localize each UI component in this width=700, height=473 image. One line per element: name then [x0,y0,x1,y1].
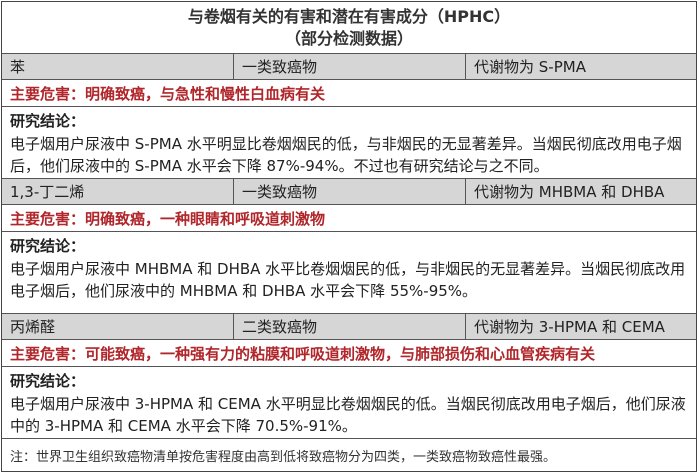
section-header: 1,3-丁二烯 一类致癌物 代谢物为 MHBMA 和 DHBA [2,179,696,205]
footnote: 注：世界卫生组织致癌物清单按危害程度由高到低将致癌物分为四类，一类致癌物致癌性最… [10,449,557,465]
section-header: 苯 一类致癌物 代谢物为 S-PMA [2,54,696,80]
research-text: 电子烟用户尿液中 3-HPMA 和 CEMA 水平明显比卷烟烟民的低。当烟民彻底… [10,394,686,436]
table-title: 与卷烟有关的有害和潜在有害成分（HPHC） （部分检测数据） [2,2,696,54]
substance-name: 1,3-丁二烯 [2,179,234,204]
research-label: 研究结论： [10,112,86,130]
hazard-text: 主要危害：明确致癌，一种眼睛和呼吸道刺激物 [2,205,696,232]
hazard-text: 主要危害：明确致癌，与急性和慢性白血病有关 [2,80,696,107]
research-block: 研究结论： 电子烟用户尿液中 3-HPMA 和 CEMA 水平明显比卷烟烟民的低… [2,367,696,439]
section-header: 丙烯醛 二类致癌物 代谢物为 3-HPMA 和 CEMA [2,314,696,340]
carcinogen-category: 二类致癌物 [234,314,466,339]
research-text: 电子烟用户尿液中 S-PMA 水平明显比卷烟烟民的低，与非烟民的无显著差异。当烟… [10,134,682,176]
substance-name: 苯 [2,54,234,79]
metabolite: 代谢物为 3-HPMA 和 CEMA [474,318,665,336]
research-text: 电子烟用户尿液中 MHBMA 和 DHBA 水平比卷烟烟民的低，与非烟民的无显著… [10,259,686,301]
title-line2: （部分检测数据） [284,28,413,48]
research-label: 研究结论： [10,237,86,255]
metabolite: 代谢物为 MHBMA 和 DHBA [474,183,665,201]
metabolite: 代谢物为 S-PMA [474,58,586,76]
carcinogen-category: 一类致癌物 [234,179,466,204]
carcinogen-category: 一类致癌物 [234,54,466,79]
research-block: 研究结论： 电子烟用户尿液中 S-PMA 水平明显比卷烟烟民的低，与非烟民的无显… [2,107,696,179]
title-line1: 与卷烟有关的有害和潜在有害成分（HPHC） [187,6,511,26]
research-block: 研究结论： 电子烟用户尿液中 MHBMA 和 DHBA 水平比卷烟烟民的低，与非… [2,232,696,314]
hazard-text: 主要危害：可能致癌，一种强有力的粘膜和呼吸道刺激物，与肺部损伤和心血管疾病有关 [2,340,696,367]
research-label: 研究结论： [10,372,86,390]
substance-name: 丙烯醛 [2,314,234,339]
